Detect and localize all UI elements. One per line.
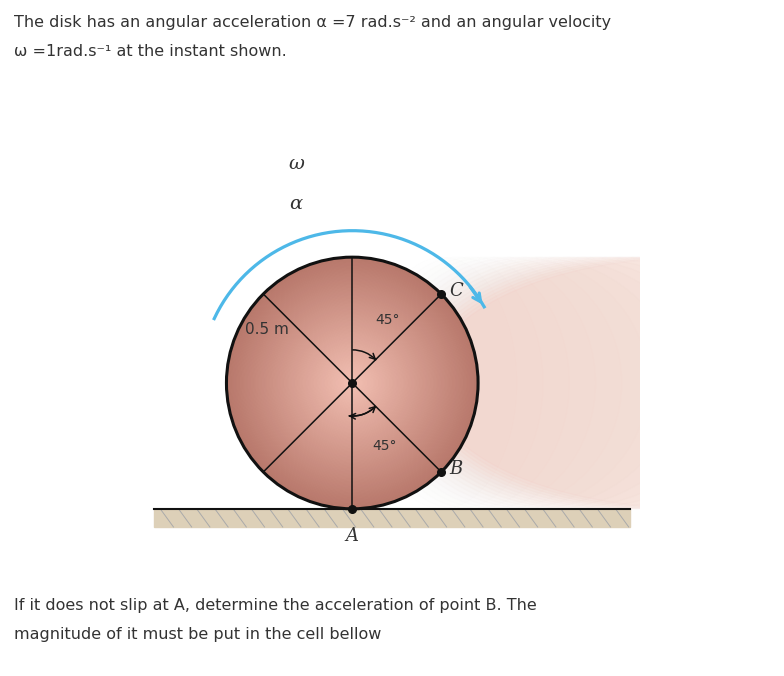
Text: α: α bbox=[289, 195, 303, 213]
Text: C: C bbox=[449, 282, 463, 299]
Circle shape bbox=[314, 345, 390, 420]
Text: 45°: 45° bbox=[376, 313, 400, 327]
Circle shape bbox=[275, 306, 430, 460]
Ellipse shape bbox=[422, 257, 784, 509]
Text: B: B bbox=[449, 460, 463, 478]
Circle shape bbox=[277, 308, 428, 458]
Circle shape bbox=[303, 334, 401, 432]
Text: magnitude of it must be put in the cell bellow: magnitude of it must be put in the cell … bbox=[14, 627, 382, 642]
Circle shape bbox=[281, 312, 423, 454]
Circle shape bbox=[299, 329, 406, 437]
Circle shape bbox=[324, 355, 380, 411]
Circle shape bbox=[339, 370, 365, 395]
Circle shape bbox=[346, 377, 358, 389]
Circle shape bbox=[228, 259, 477, 507]
Circle shape bbox=[261, 292, 444, 474]
Circle shape bbox=[272, 303, 433, 463]
Polygon shape bbox=[154, 509, 630, 527]
Circle shape bbox=[322, 353, 382, 413]
Circle shape bbox=[307, 337, 397, 429]
Circle shape bbox=[264, 295, 441, 471]
Circle shape bbox=[269, 299, 436, 466]
Circle shape bbox=[327, 358, 377, 408]
Text: 45°: 45° bbox=[372, 439, 397, 454]
Circle shape bbox=[341, 372, 363, 394]
Circle shape bbox=[270, 301, 434, 465]
Circle shape bbox=[302, 333, 403, 433]
Circle shape bbox=[266, 297, 439, 469]
Text: The disk has an angular acceleration α =7 rad.s⁻² and an angular velocity: The disk has an angular acceleration α =… bbox=[14, 15, 612, 30]
Circle shape bbox=[278, 309, 426, 457]
Circle shape bbox=[300, 331, 405, 435]
Ellipse shape bbox=[429, 257, 784, 509]
Circle shape bbox=[335, 366, 369, 400]
Circle shape bbox=[263, 293, 442, 473]
Circle shape bbox=[252, 283, 453, 483]
Circle shape bbox=[344, 375, 360, 391]
Text: ω: ω bbox=[288, 155, 304, 174]
Circle shape bbox=[283, 314, 422, 452]
Circle shape bbox=[297, 328, 408, 438]
Circle shape bbox=[338, 369, 366, 397]
Circle shape bbox=[336, 367, 368, 399]
Circle shape bbox=[233, 264, 472, 502]
Circle shape bbox=[256, 287, 448, 479]
Circle shape bbox=[234, 265, 470, 501]
Circle shape bbox=[253, 284, 452, 482]
Circle shape bbox=[238, 268, 467, 498]
Circle shape bbox=[313, 343, 391, 422]
Circle shape bbox=[289, 320, 416, 446]
Circle shape bbox=[330, 361, 374, 405]
Circle shape bbox=[241, 271, 464, 495]
Circle shape bbox=[308, 339, 396, 427]
Circle shape bbox=[247, 278, 458, 488]
Text: ω =1rad.s⁻¹ at the instant shown.: ω =1rad.s⁻¹ at the instant shown. bbox=[14, 44, 287, 59]
Circle shape bbox=[305, 336, 400, 430]
Circle shape bbox=[343, 374, 361, 392]
Circle shape bbox=[294, 324, 411, 441]
Circle shape bbox=[274, 304, 431, 462]
Circle shape bbox=[347, 379, 357, 388]
Ellipse shape bbox=[426, 257, 784, 509]
Circle shape bbox=[280, 311, 425, 456]
Circle shape bbox=[286, 317, 419, 449]
Circle shape bbox=[230, 260, 475, 506]
Circle shape bbox=[292, 323, 412, 443]
Circle shape bbox=[285, 315, 420, 451]
Circle shape bbox=[325, 356, 379, 410]
Circle shape bbox=[296, 327, 409, 439]
Circle shape bbox=[318, 348, 387, 418]
Circle shape bbox=[260, 290, 445, 476]
Circle shape bbox=[255, 285, 450, 481]
Circle shape bbox=[350, 381, 354, 385]
Text: 0.5 m: 0.5 m bbox=[245, 322, 289, 337]
Circle shape bbox=[267, 298, 437, 468]
Circle shape bbox=[311, 342, 393, 424]
Circle shape bbox=[288, 318, 417, 448]
Circle shape bbox=[258, 289, 447, 477]
Circle shape bbox=[244, 274, 461, 491]
Circle shape bbox=[291, 322, 414, 444]
Circle shape bbox=[332, 362, 372, 404]
Circle shape bbox=[328, 360, 376, 406]
Circle shape bbox=[321, 352, 383, 414]
Circle shape bbox=[316, 347, 388, 419]
Circle shape bbox=[250, 281, 455, 485]
Text: A: A bbox=[346, 527, 359, 545]
Text: If it does not slip at A, determine the acceleration of point B. The: If it does not slip at A, determine the … bbox=[14, 598, 537, 613]
Circle shape bbox=[245, 276, 459, 490]
Circle shape bbox=[236, 266, 469, 500]
Circle shape bbox=[242, 273, 463, 493]
Circle shape bbox=[333, 364, 371, 402]
Circle shape bbox=[319, 350, 385, 416]
Circle shape bbox=[310, 341, 394, 425]
Circle shape bbox=[227, 257, 478, 509]
Circle shape bbox=[349, 380, 355, 386]
Circle shape bbox=[239, 270, 466, 496]
Circle shape bbox=[231, 262, 474, 504]
Circle shape bbox=[249, 279, 456, 487]
